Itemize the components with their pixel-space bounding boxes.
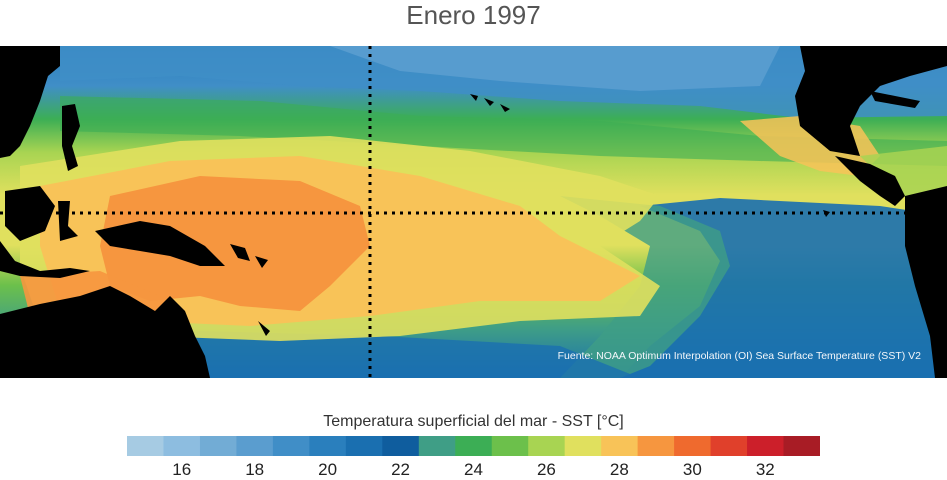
caribbean-warm-area xyxy=(860,146,947,206)
north-pacific-cold-core xyxy=(330,46,780,91)
colorbar-swatch xyxy=(455,436,493,456)
north-green-band xyxy=(60,96,947,166)
colorbar-swatch xyxy=(309,436,347,456)
sst-map xyxy=(0,46,947,378)
data-source-note: Fuente: NOAA Optimum Interpolation (OI) … xyxy=(557,350,921,362)
south-america-coast xyxy=(905,186,947,378)
east-pacific-cold-region xyxy=(620,198,947,378)
colorbar-swatch xyxy=(783,436,820,456)
colorbar-swatch xyxy=(710,436,748,456)
colorbar-swatch xyxy=(564,436,602,456)
north-america xyxy=(795,46,947,156)
sumatra-java xyxy=(0,241,90,278)
colorbar xyxy=(127,436,820,456)
colorbar-tick-label: 18 xyxy=(245,460,265,479)
colorbar-swatch xyxy=(674,436,712,456)
colorbar-swatch xyxy=(637,436,675,456)
australia xyxy=(0,286,210,378)
colorbar-swatch xyxy=(345,436,383,456)
hawaii xyxy=(470,94,510,112)
asia-mainland xyxy=(0,46,60,158)
colorbar-tick-label: 32 xyxy=(755,460,775,479)
land-masses xyxy=(0,46,947,378)
central-america xyxy=(835,156,905,206)
colorbar-swatch xyxy=(199,436,237,456)
colorbar-tick-label: 28 xyxy=(609,460,629,479)
colorbar-swatch xyxy=(601,436,639,456)
colorbar-swatch xyxy=(491,436,529,456)
colorbar-swatch xyxy=(236,436,274,456)
new-caledonia xyxy=(258,321,270,336)
philippines xyxy=(62,104,80,171)
colorbar-swatch xyxy=(382,436,420,456)
borneo xyxy=(5,186,55,241)
colorbar-swatches xyxy=(127,436,820,456)
colorbar-swatch xyxy=(418,436,456,456)
colorbar-tick-label: 26 xyxy=(536,460,556,479)
colorbar-tick-label: 20 xyxy=(318,460,338,479)
colorbar-title: Temperatura superficial del mar - SST [°… xyxy=(323,413,624,430)
warm-pool-orange xyxy=(100,176,370,311)
colorbar-tick-label: 30 xyxy=(682,460,702,479)
colorbar-tick-label: 22 xyxy=(391,460,411,479)
colorbar-swatch xyxy=(163,436,201,456)
solomon-islands xyxy=(230,244,268,268)
colorbar-swatch xyxy=(127,436,164,456)
sulawesi xyxy=(58,201,78,241)
map-title: Enero 1997 xyxy=(406,0,541,30)
colorbar-swatch xyxy=(272,436,310,456)
colorbar-tick-label: 24 xyxy=(464,460,483,479)
cuba xyxy=(870,91,920,108)
new-guinea xyxy=(95,221,225,266)
colorbar-swatch xyxy=(747,436,785,456)
colorbar-tick-label: 16 xyxy=(172,460,192,479)
colorbar-swatch xyxy=(528,436,566,456)
